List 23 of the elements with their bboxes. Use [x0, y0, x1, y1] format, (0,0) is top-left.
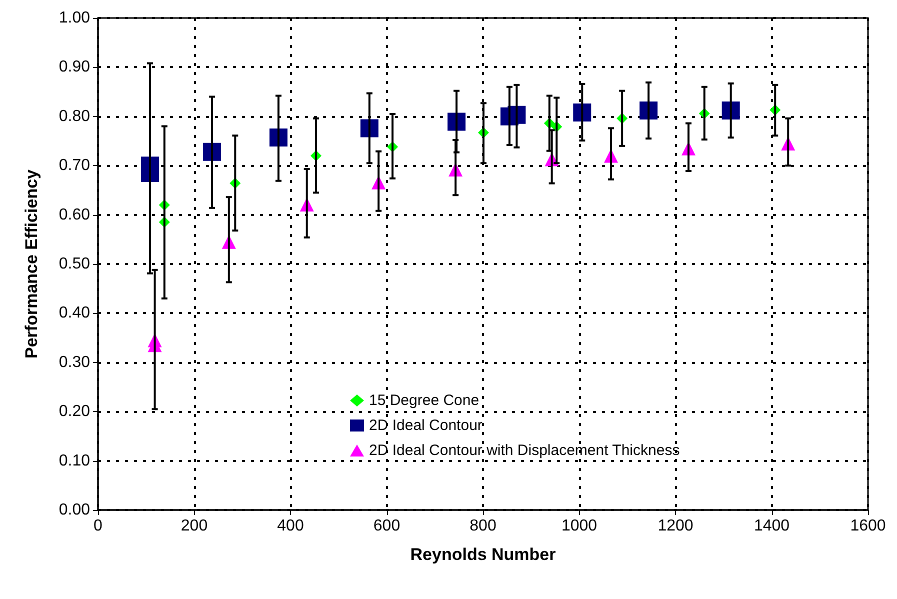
y-tick-label: 0.60	[58, 206, 90, 224]
y-tick-label: 0.10	[58, 452, 90, 470]
x-tick-label: 0	[94, 518, 103, 534]
y-tick-label: 0.90	[58, 58, 90, 76]
x-tick-label: 200	[180, 518, 208, 534]
y-axis-title: Performance Efficiency	[22, 168, 41, 358]
y-tick-label: 0.00	[58, 502, 90, 518]
legend-label: 15 Degree Cone	[369, 392, 480, 409]
x-tick-label: 1200	[658, 518, 694, 534]
x-tick-label: 1600	[850, 518, 886, 534]
x-tick-label: 800	[470, 518, 496, 534]
y-tick-label: 0.20	[58, 403, 90, 420]
y-tick-label: 0.40	[58, 304, 90, 322]
y-tick-label: 1.00	[58, 10, 90, 26]
x-axis-title: Reynolds Number	[410, 545, 556, 564]
x-tick-label: 1400	[754, 518, 790, 534]
y-tick-label: 0.80	[58, 108, 90, 125]
y-tick-label: 0.70	[58, 157, 90, 174]
x-tick-label: 1000	[561, 518, 598, 534]
y-tick-label: 0.30	[58, 354, 90, 371]
y-tick-label: 0.50	[58, 256, 90, 272]
x-tick-label: 400	[277, 518, 304, 534]
x-tick-label: 600	[373, 518, 400, 534]
